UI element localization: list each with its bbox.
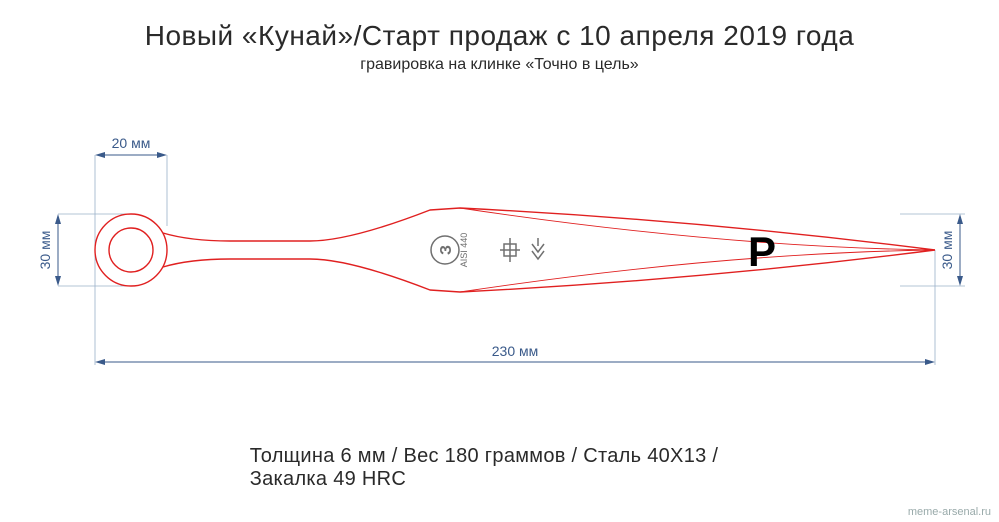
dimension-30mm-right: 30 мм [939, 214, 963, 286]
dimension-230mm: 230 мм [95, 343, 935, 365]
spec-line: Толщина 6 мм / Вес 180 граммов / Сталь 4… [250, 445, 750, 491]
dim-label-30-right: 30 мм [939, 231, 955, 270]
dim-label-20: 20 мм [112, 135, 151, 151]
dim-label-230: 230 мм [492, 343, 539, 359]
dim-label-30-left: 30 мм [37, 231, 53, 270]
engrave-aisi: AISI 440 [459, 233, 469, 268]
knife-diagram: 20 мм 30 мм 30 мм 230 мм [0, 100, 999, 400]
dimension-20mm: 20 мм [95, 135, 167, 158]
page-subtitle: гравировка на клинке «Точно в цель» [360, 56, 638, 74]
overlay-letter: P [748, 228, 776, 276]
watermark: meme-arsenal.ru [908, 506, 991, 518]
page-title: Новый «Кунай»/Старт продаж с 10 апреля 2… [145, 20, 855, 52]
blade-engraving: З AISI 440 [431, 233, 544, 268]
dimension-30mm-left: 30 мм [37, 214, 61, 286]
engrave-circle-letter: З [438, 245, 455, 255]
